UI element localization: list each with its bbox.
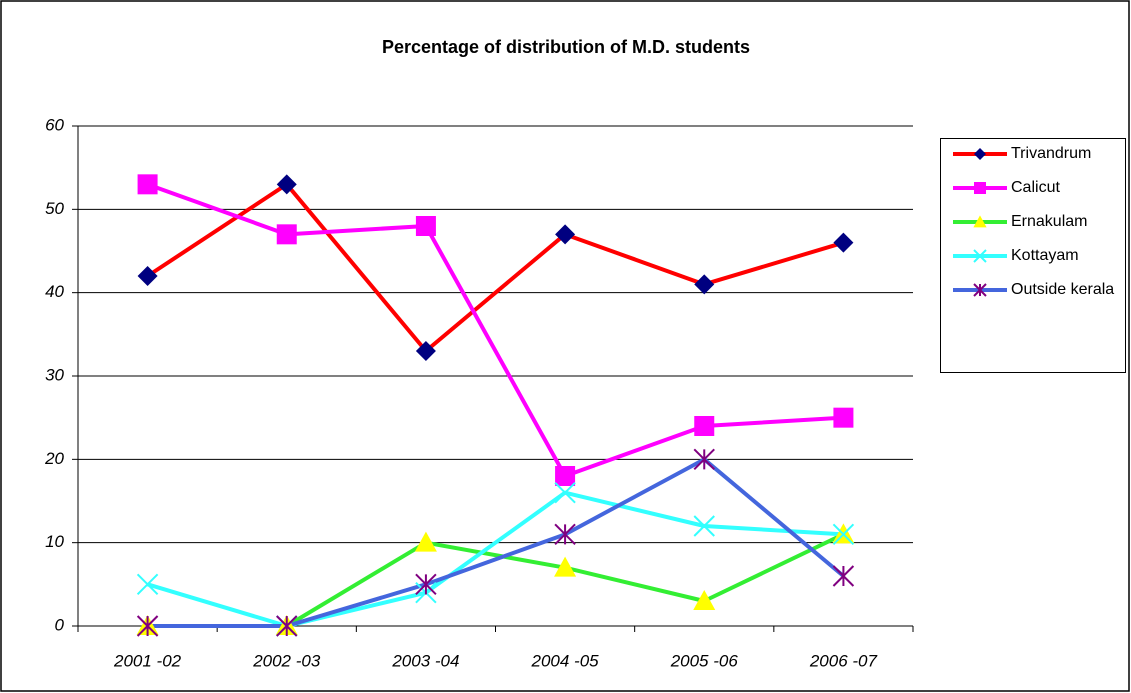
legend-label: Trivandrum: [1011, 145, 1092, 162]
y-tick-label: 0: [55, 615, 65, 634]
marker: [694, 416, 715, 436]
marker: [833, 407, 854, 428]
y-tick-label: 30: [45, 365, 64, 384]
marker: [276, 224, 297, 245]
series-line: [146, 182, 844, 353]
marker: [832, 565, 855, 587]
marker: [974, 148, 986, 160]
marker: [415, 573, 437, 596]
legend-swatch: [953, 148, 1007, 160]
marker: [973, 283, 987, 297]
marker: [276, 174, 297, 195]
marker: [693, 590, 716, 610]
x-tick-label: 2002 -03: [252, 651, 321, 670]
marker: [833, 232, 854, 253]
marker: [973, 249, 987, 263]
legend-swatch: [953, 182, 1007, 194]
legend-item: Outside kerala: [945, 279, 1125, 300]
legend-item: Kottayam: [945, 245, 1125, 266]
marker: [973, 215, 987, 228]
marker: [555, 224, 576, 245]
marker: [832, 523, 855, 546]
y-tick-label: 50: [45, 199, 64, 218]
legend-label: Calicut: [1011, 179, 1060, 196]
y-tick-label: 40: [45, 282, 64, 301]
legend-label: Outside kerala: [1011, 281, 1115, 298]
chart-title: Percentage of distribution of M.D. stude…: [382, 37, 750, 57]
marker: [974, 182, 986, 194]
marker: [554, 523, 576, 546]
marker: [415, 216, 436, 236]
series-line: [147, 490, 844, 628]
marker: [276, 615, 298, 637]
x-tick-label: 2001 -02: [113, 651, 182, 670]
marker: [693, 515, 715, 537]
legend-swatch: [953, 215, 1007, 228]
marker: [414, 531, 437, 552]
marker: [136, 573, 159, 596]
marker: [554, 481, 576, 504]
legend-swatch: [953, 249, 1007, 263]
legend-item: Trivandrum: [945, 143, 1125, 164]
marker: [693, 448, 715, 471]
series-line: [147, 457, 845, 628]
series-line: [146, 182, 844, 478]
legend-label: Ernakulam: [1011, 213, 1088, 230]
x-tick-label: 2003 -04: [391, 651, 459, 670]
marker: [415, 341, 436, 361]
legend-item: Ernakulam: [945, 211, 1125, 232]
marker: [555, 466, 576, 486]
marker: [136, 615, 159, 637]
marker: [137, 174, 158, 195]
y-tick-label: 60: [45, 115, 64, 134]
legend-label: Kottayam: [1011, 247, 1079, 264]
x-tick-label: 2004 -05: [531, 651, 600, 670]
marker: [694, 274, 715, 295]
legend-item: Calicut: [945, 177, 1125, 198]
legend-swatch: [953, 283, 1007, 297]
x-tick-label: 2005 -06: [670, 651, 739, 670]
y-tick-label: 20: [44, 449, 64, 468]
y-tick-label: 10: [45, 532, 64, 551]
marker: [137, 266, 158, 286]
marker: [554, 556, 577, 577]
legend: Trivandrum Calicut Ernakulam Kottayam Outsid…: [940, 138, 1126, 373]
x-tick-label: 2006 -07: [809, 651, 878, 670]
